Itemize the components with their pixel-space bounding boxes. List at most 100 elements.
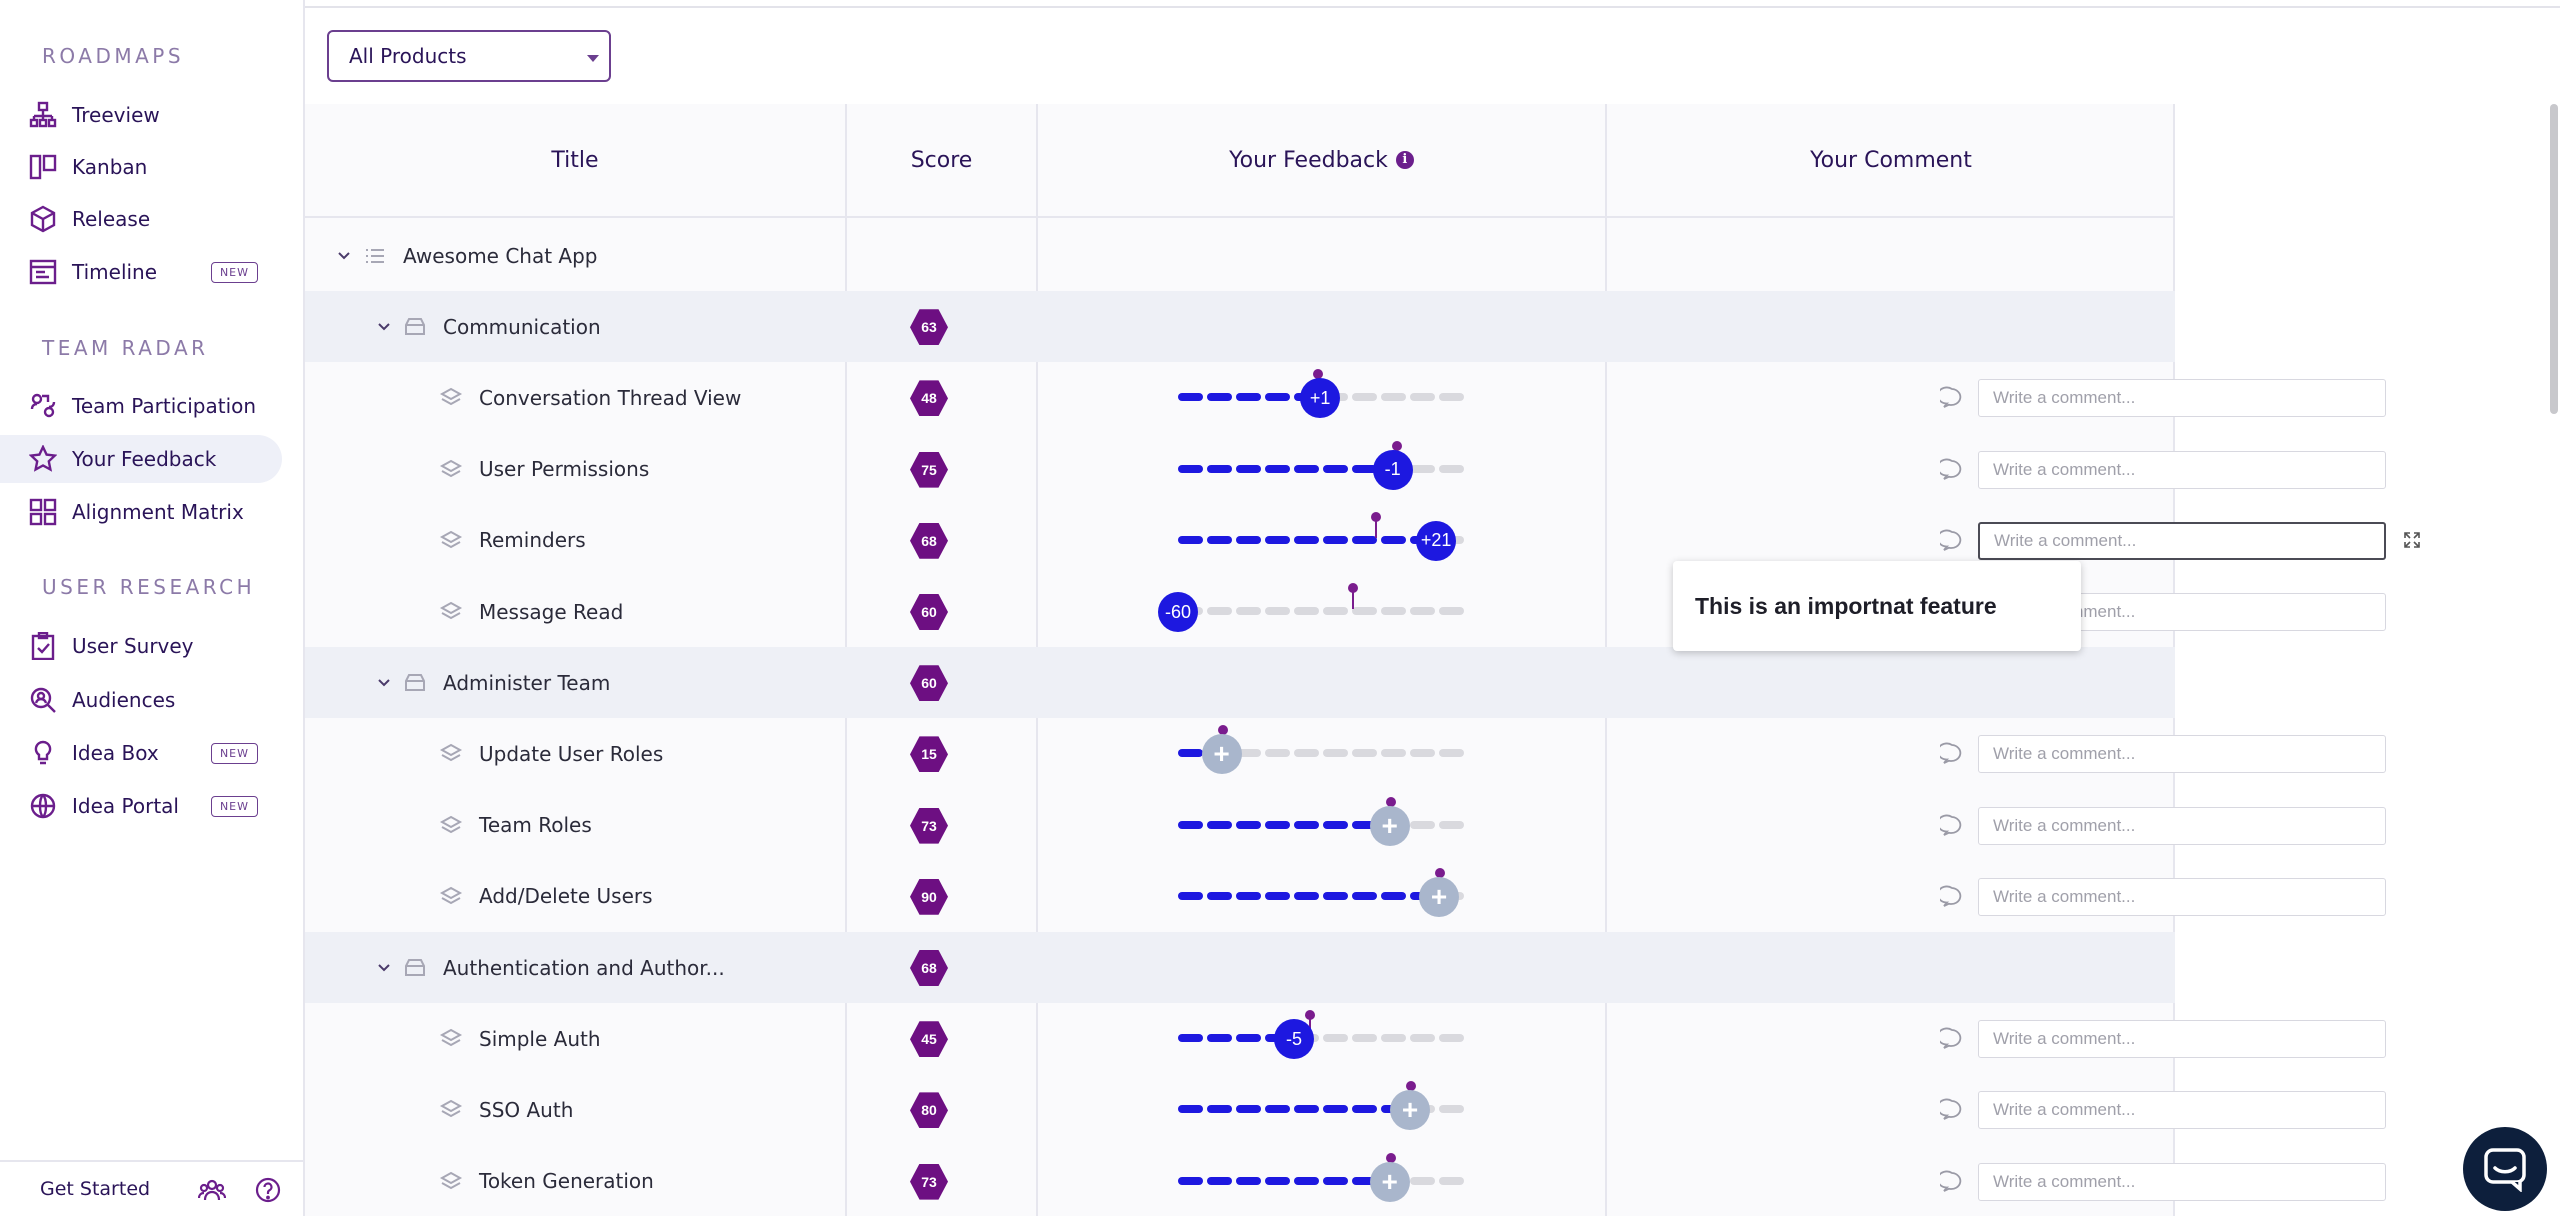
comment-input[interactable]: Write a comment... xyxy=(1978,450,2386,489)
slider-tick xyxy=(1236,891,1261,900)
slider-thumb[interactable]: -5 xyxy=(1274,1019,1314,1060)
row-title[interactable]: User Permissions xyxy=(479,457,650,482)
slider-thumb[interactable]: + xyxy=(1369,1161,1410,1202)
slider-tick xyxy=(1352,1105,1377,1114)
comment-input[interactable]: Write a comment... xyxy=(1978,1091,2386,1130)
row-title[interactable]: Authentication and Author... xyxy=(443,955,725,980)
row-title[interactable]: Administer Team xyxy=(443,670,611,695)
slider-thumb[interactable]: + xyxy=(1369,805,1410,846)
comment-input[interactable]: Write a comment... xyxy=(1978,521,2386,560)
table-row[interactable]: Add/Delete Users 90 + Write a comment... xyxy=(305,861,2386,932)
comment-icon[interactable] xyxy=(1936,529,1964,553)
expand-icon[interactable] xyxy=(2403,531,2421,549)
slider-thumb[interactable]: -60 xyxy=(1158,592,1198,632)
slider-tick xyxy=(1294,1105,1319,1114)
comment-icon[interactable] xyxy=(1936,1098,1964,1122)
feedback-slider[interactable]: -1 xyxy=(1178,440,1468,490)
row-title[interactable]: Message Read xyxy=(479,599,624,624)
comment-icon[interactable] xyxy=(1936,458,1964,482)
comment-icon[interactable] xyxy=(1936,1170,1964,1194)
scrollbar[interactable] xyxy=(2550,104,2558,414)
get-started-link[interactable]: Get Started xyxy=(40,1178,151,1200)
row-title[interactable]: Conversation Thread View xyxy=(479,385,742,410)
sidebar-item-alignment-matrix[interactable]: Alignment Matrix xyxy=(0,488,282,536)
sidebar-item-kanban[interactable]: Kanban xyxy=(0,143,282,191)
row-title[interactable]: Awesome Chat App xyxy=(403,243,598,268)
group-row[interactable]: Administer Team 60 xyxy=(305,647,2175,719)
table-row[interactable]: Update User Roles 15 + Write a comment... xyxy=(305,718,2386,789)
feedback-slider[interactable]: -5 xyxy=(1178,1010,1468,1060)
help-icon[interactable] xyxy=(254,1176,282,1204)
sidebar-item-idea-box[interactable]: Idea Box NEW xyxy=(0,729,282,777)
comment-icon[interactable] xyxy=(1936,742,1964,766)
row-title[interactable]: Add/Delete Users xyxy=(479,884,653,909)
feedback-slider[interactable]: + xyxy=(1178,1152,1468,1202)
sidebar-item-timeline[interactable]: Timeline NEW xyxy=(0,248,282,296)
row-title[interactable]: Communication xyxy=(443,314,601,339)
sidebar-item-user-survey[interactable]: User Survey xyxy=(0,622,282,670)
sidebar-item-team-participation[interactable]: Team Participation xyxy=(0,382,282,430)
chevron-down-icon[interactable] xyxy=(337,248,351,262)
table-row[interactable]: Simple Auth 45 -5 Write a comment... xyxy=(305,1003,2386,1074)
comment-icon[interactable] xyxy=(1936,814,1964,838)
chevron-down-icon[interactable] xyxy=(377,319,391,333)
sidebar-item-your-feedback[interactable]: Your Feedback xyxy=(0,435,282,483)
comment-icon[interactable] xyxy=(1936,885,1964,909)
slider-thumb[interactable]: + xyxy=(1201,734,1242,775)
chevron-down-icon[interactable] xyxy=(377,675,391,689)
feedback-slider[interactable]: + xyxy=(1178,1081,1468,1131)
slider-thumb[interactable]: +1 xyxy=(1300,378,1341,419)
group-row[interactable]: Communication 63 xyxy=(305,291,2175,363)
column-header-comment[interactable]: Your Comment xyxy=(1607,104,2175,218)
feedback-slider[interactable]: + xyxy=(1178,796,1468,846)
slider-thumb[interactable]: + xyxy=(1419,876,1459,917)
chat-support-button[interactable] xyxy=(2463,1127,2547,1211)
feedback-slider[interactable]: +21 xyxy=(1178,511,1468,561)
table-row[interactable]: SSO Auth 80 + Write a comment... xyxy=(305,1074,2386,1145)
info-icon[interactable]: i xyxy=(1395,151,1414,169)
feedback-slider[interactable]: + xyxy=(1178,867,1468,917)
table-row[interactable]: Conversation Thread View 48 +1 Write a comm… xyxy=(305,362,2386,433)
slider-thumb[interactable]: -1 xyxy=(1372,449,1413,490)
slider-thumb[interactable]: + xyxy=(1390,1090,1430,1131)
comment-input[interactable]: Write a comment... xyxy=(1978,1162,2386,1201)
feedback-slider[interactable]: -60 xyxy=(1158,583,1468,632)
comment-input[interactable]: Write a comment... xyxy=(1978,735,2386,774)
sidebar-item-treeview[interactable]: Treeview xyxy=(0,91,282,139)
column-header-feedback[interactable]: Your Feedback i xyxy=(1038,104,1605,218)
comment-input[interactable]: Write a comment... xyxy=(1978,1020,2386,1059)
row-title[interactable]: Reminders xyxy=(479,528,586,553)
team-icon[interactable] xyxy=(197,1176,227,1204)
slider-thumb[interactable]: +21 xyxy=(1416,520,1457,561)
group-row[interactable]: Authentication and Author... 68 xyxy=(305,932,2175,1003)
row-title[interactable]: Team Roles xyxy=(479,813,592,838)
feedback-slider[interactable]: + xyxy=(1178,725,1468,775)
comment-popover[interactable]: This is an importnat feature xyxy=(1673,561,2081,651)
product-row[interactable]: Awesome Chat App xyxy=(305,220,2175,291)
comment-placeholder: Write a comment... xyxy=(1993,744,2136,764)
row-title[interactable]: Token Generation xyxy=(479,1169,654,1194)
table-row[interactable]: Team Roles 73 + Write a comment... xyxy=(305,790,2386,861)
slider-tick xyxy=(1236,464,1261,473)
table-row[interactable]: User Permissions 75 -1 Write a comment... xyxy=(305,434,2386,505)
row-title[interactable]: Update User Roles xyxy=(479,741,664,766)
new-badge: NEW xyxy=(210,795,258,817)
product-select-dropdown[interactable]: All Products xyxy=(327,30,611,82)
row-title[interactable]: SSO Auth xyxy=(479,1097,574,1122)
comment-icon[interactable] xyxy=(1936,1027,1964,1051)
sidebar-item-release[interactable]: Release xyxy=(0,195,282,243)
feedback-slider[interactable]: +1 xyxy=(1178,369,1468,419)
slider-tick xyxy=(1439,1034,1464,1043)
comment-input[interactable]: Write a comment... xyxy=(1978,379,2386,418)
chevron-down-icon[interactable] xyxy=(377,960,391,974)
column-header-score[interactable]: Score xyxy=(847,104,1036,218)
column-header-title[interactable]: Title xyxy=(305,104,845,218)
row-title[interactable]: Simple Auth xyxy=(479,1026,601,1051)
table-row[interactable]: Token Generation 73 + Write a comment... xyxy=(305,1146,2386,1216)
comment-input[interactable]: Write a comment... xyxy=(1978,877,2386,916)
comment-input[interactable]: Write a comment... xyxy=(1978,806,2386,845)
sidebar-item-audiences[interactable]: Audiences xyxy=(0,676,282,724)
table-row[interactable]: Reminders 68 +21 Write a comment... xyxy=(305,505,2420,576)
comment-icon[interactable] xyxy=(1936,386,1964,410)
sidebar-item-idea-portal[interactable]: Idea Portal NEW xyxy=(0,782,282,830)
